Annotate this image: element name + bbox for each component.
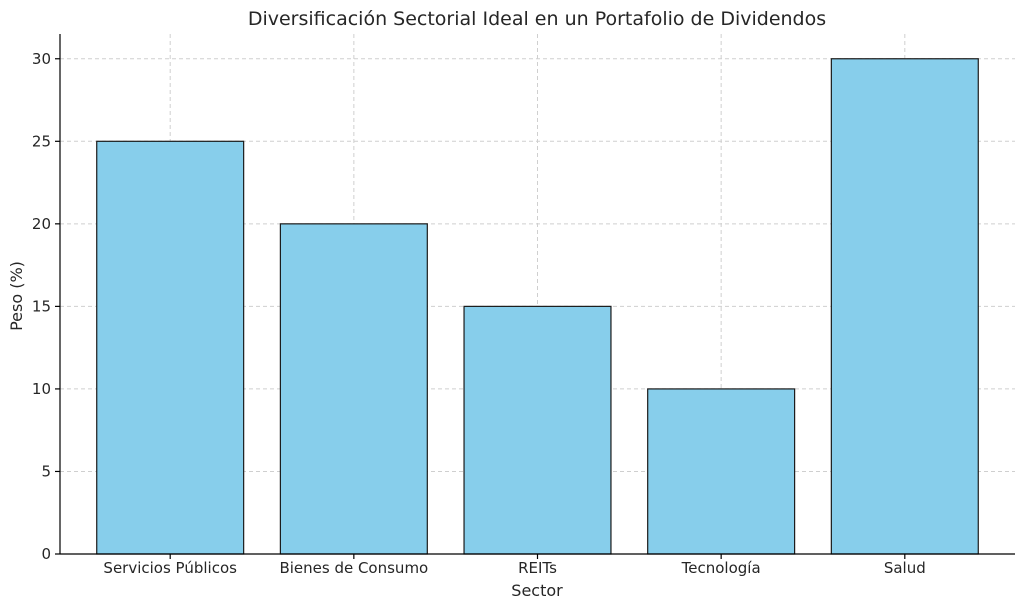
- y-axis-label: Peso (%): [7, 261, 26, 331]
- y-tick-label: 0: [41, 545, 51, 563]
- y-tick-label: 30: [32, 50, 51, 68]
- x-tick-label: Bienes de Consumo: [279, 559, 428, 577]
- bar-3: [647, 388, 796, 555]
- bar-2: [463, 305, 612, 555]
- y-tick-label: 20: [32, 215, 51, 233]
- x-tick-label: Salud: [884, 559, 926, 577]
- x-axis-label: Sector: [511, 581, 563, 600]
- x-tick-label: REITs: [518, 559, 557, 577]
- y-tick-label: 15: [32, 297, 51, 315]
- y-tick-label: 25: [32, 132, 51, 150]
- y-tick-label: 5: [41, 462, 51, 480]
- bar-1: [279, 223, 428, 555]
- chart-title: Diversificación Sectorial Ideal en un Po…: [248, 8, 826, 30]
- x-tick-label: Tecnología: [681, 559, 761, 577]
- bar-0: [96, 140, 245, 555]
- y-tick-label: 10: [32, 380, 51, 398]
- axes: 0 5 10 15 20 25 30 Servicios Públicos Bienes de …: [32, 34, 1015, 577]
- x-tick-label: Servicios Públicos: [103, 559, 237, 577]
- bar-4: [830, 58, 979, 555]
